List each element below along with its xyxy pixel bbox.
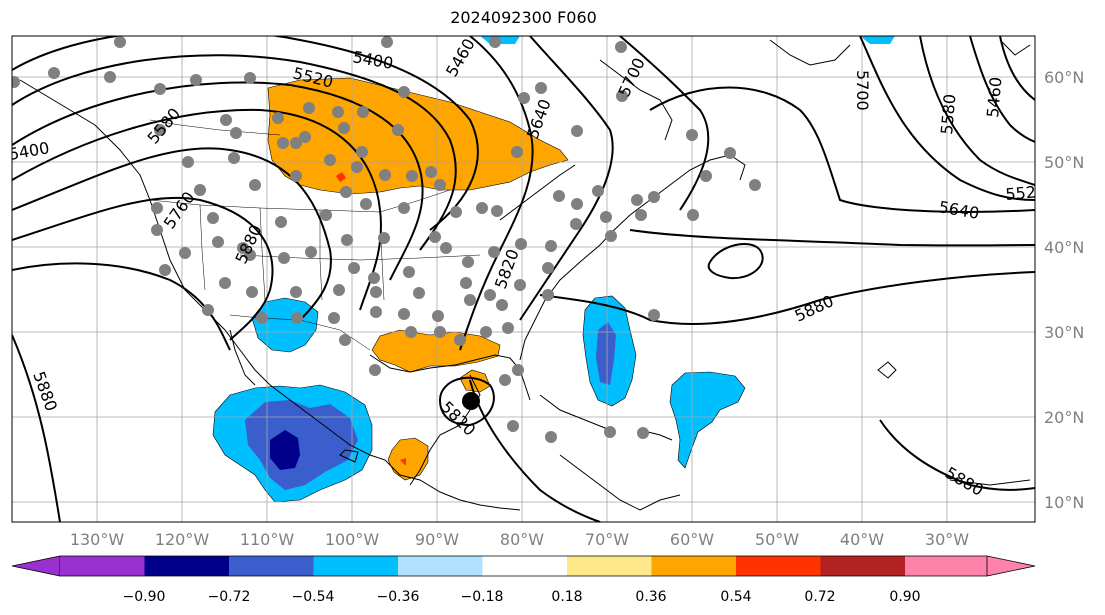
lat-label: 10°N: [1044, 493, 1084, 512]
negative-anomaly-region: [270, 430, 300, 470]
colorbar-extend-max: [986, 555, 1036, 577]
lat-label: 60°N: [1044, 68, 1084, 87]
latitude-labels: 60°N 50°N 40°N 30°N 20°N 10°N: [1044, 68, 1084, 512]
colorbar-swatch: [144, 556, 229, 576]
lon-label: 70°W: [585, 530, 629, 549]
colorbar-tick-labels: −0.90 −0.72 −0.54 −0.36 −0.18 0.18 0.36 …: [123, 589, 921, 605]
colorbar-tick: 0.90: [889, 589, 920, 605]
negative-anomaly-region: [860, 36, 895, 44]
lat-label: 50°N: [1044, 153, 1084, 172]
contour-label: 5460: [983, 76, 1005, 118]
lat-label: 20°N: [1044, 408, 1084, 427]
colorbar-swatch: [229, 556, 314, 576]
colorbar-swatch: [736, 556, 821, 576]
lon-label: 80°W: [500, 530, 544, 549]
lon-label: 30°W: [925, 530, 969, 549]
lat-label: 40°N: [1044, 238, 1084, 257]
colorbar-tick: 0.54: [720, 589, 751, 605]
lon-label: 60°W: [670, 530, 714, 549]
plot-border: [11, 35, 1036, 523]
colorbar-swatch: [820, 556, 905, 576]
colorbar-extend-min: [11, 555, 61, 577]
lon-label: 50°W: [755, 530, 799, 549]
colorbar-tick: 0.72: [804, 589, 835, 605]
colorbar-swatch: [482, 556, 567, 576]
contour-label: 5700: [853, 70, 872, 111]
lon-label: 40°W: [840, 530, 884, 549]
longitude-labels: 130°W 120°W 110°W 100°W 90°W 80°W 70°W 6…: [70, 530, 969, 549]
colorbar-tick: −0.36: [377, 589, 420, 605]
positive-anomaly-core: [336, 172, 346, 182]
colorbar-tick: 0.36: [635, 589, 666, 605]
lat-label: 30°N: [1044, 323, 1084, 342]
colorbar-swatch: [651, 556, 736, 576]
lon-label: 130°W: [70, 530, 125, 549]
contour-label: 5520: [1005, 182, 1047, 204]
colorbar-swatch: [398, 556, 483, 576]
colorbar-swatch: [313, 556, 398, 576]
lon-label: 120°W: [155, 530, 210, 549]
positive-anomaly-core: [400, 458, 406, 466]
colorbar-tick: 0.18: [551, 589, 582, 605]
colorbar: −0.90 −0.72 −0.54 −0.36 −0.18 0.18 0.36 …: [11, 555, 1036, 605]
negative-anomaly-region: [245, 400, 358, 490]
colorbar-swatch: [905, 556, 987, 576]
map-title: 2024092300 F060: [450, 8, 597, 27]
colorbar-tick: −0.54: [292, 589, 335, 605]
colorbar-tick: −0.18: [461, 589, 504, 605]
lon-label: 110°W: [240, 530, 295, 549]
negative-anomaly-region: [596, 322, 616, 385]
lon-label: 100°W: [325, 530, 380, 549]
station-dots: [12, 36, 761, 443]
colorbar-tick: −0.90: [123, 589, 166, 605]
negative-anomaly-region: [669, 371, 746, 469]
height-contours: [12, 36, 1035, 522]
colorbar-tick: −0.72: [208, 589, 251, 605]
colorbar-swatch: [60, 556, 145, 576]
contour-label: 5580: [937, 93, 959, 135]
coastlines: [19, 39, 1031, 511]
storm-center-marker: [462, 392, 480, 410]
colorbar-swatch: [567, 556, 652, 576]
lon-label: 90°W: [415, 530, 459, 549]
